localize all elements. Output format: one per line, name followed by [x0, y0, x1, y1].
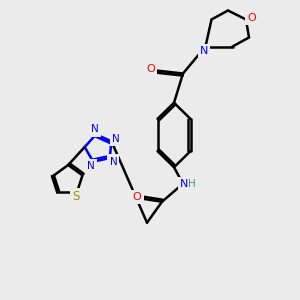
Text: H: H	[188, 179, 195, 189]
Text: O: O	[247, 13, 256, 23]
Text: N: N	[112, 134, 120, 144]
Text: N: N	[200, 46, 208, 56]
Text: O: O	[146, 64, 155, 74]
Text: S: S	[72, 190, 80, 203]
Text: O: O	[133, 192, 142, 202]
Text: N: N	[180, 179, 188, 189]
Text: N: N	[87, 161, 95, 171]
Text: N: N	[91, 124, 99, 134]
Text: N: N	[110, 157, 117, 166]
